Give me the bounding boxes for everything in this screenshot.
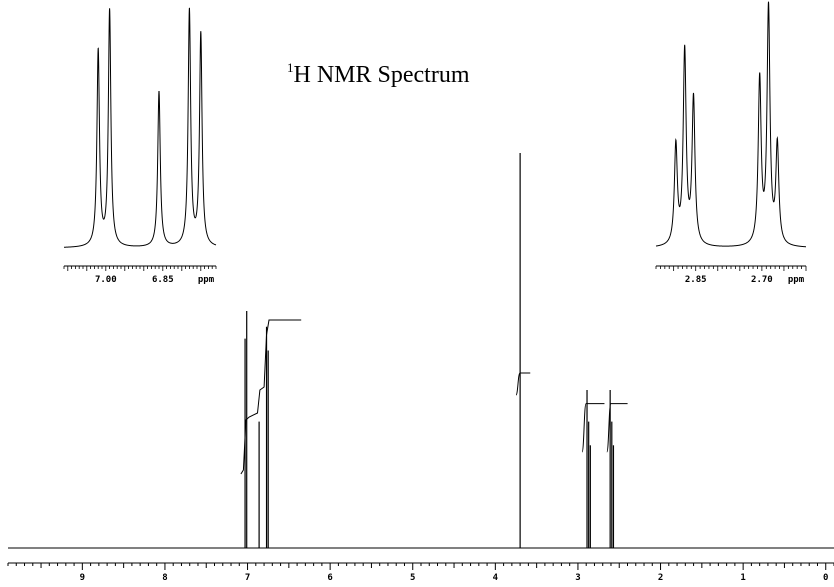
x-tick-label: 7	[245, 573, 250, 583]
title-main: H NMR Spectrum	[294, 62, 470, 88]
chart-title: 1H NMR Spectrum	[287, 60, 470, 88]
x-tick-label: 1	[740, 573, 745, 583]
inset-tick-label: 7.00	[95, 275, 117, 285]
inset-spectrum-line	[64, 7, 217, 248]
x-tick-label: 9	[80, 573, 85, 583]
x-tick-label: 0	[823, 573, 828, 583]
main-spectrum: 9 8 7 6 5 4 3 2 1 0 ppm	[7, 153, 834, 583]
x-tick-label: 5	[410, 573, 415, 583]
inset-tick-label: 6.85	[152, 275, 174, 285]
integral-curve	[581, 403, 605, 453]
x-tick-label: 2	[658, 573, 663, 583]
aromatic-inset: 7.00 6.85 ppm	[63, 7, 217, 285]
x-tick-label: 6	[327, 573, 332, 583]
x-tick-label: 4	[493, 573, 499, 583]
aliphatic-inset: 2.85 2.70 ppm	[655, 1, 807, 285]
inset-tick-label: 2.85	[685, 275, 707, 285]
integral-curve	[240, 319, 302, 475]
inset-tick-label: 2.70	[751, 275, 773, 285]
inset-unit-label: ppm	[198, 275, 215, 285]
integral-curve	[606, 403, 628, 453]
inset-unit-label: ppm	[788, 275, 805, 285]
inset-spectrum-line	[655, 1, 807, 248]
integral-curve	[515, 372, 531, 396]
title-superscript: 1	[287, 60, 294, 75]
x-tick-label: 8	[162, 573, 167, 583]
x-tick-label: 3	[575, 573, 580, 583]
